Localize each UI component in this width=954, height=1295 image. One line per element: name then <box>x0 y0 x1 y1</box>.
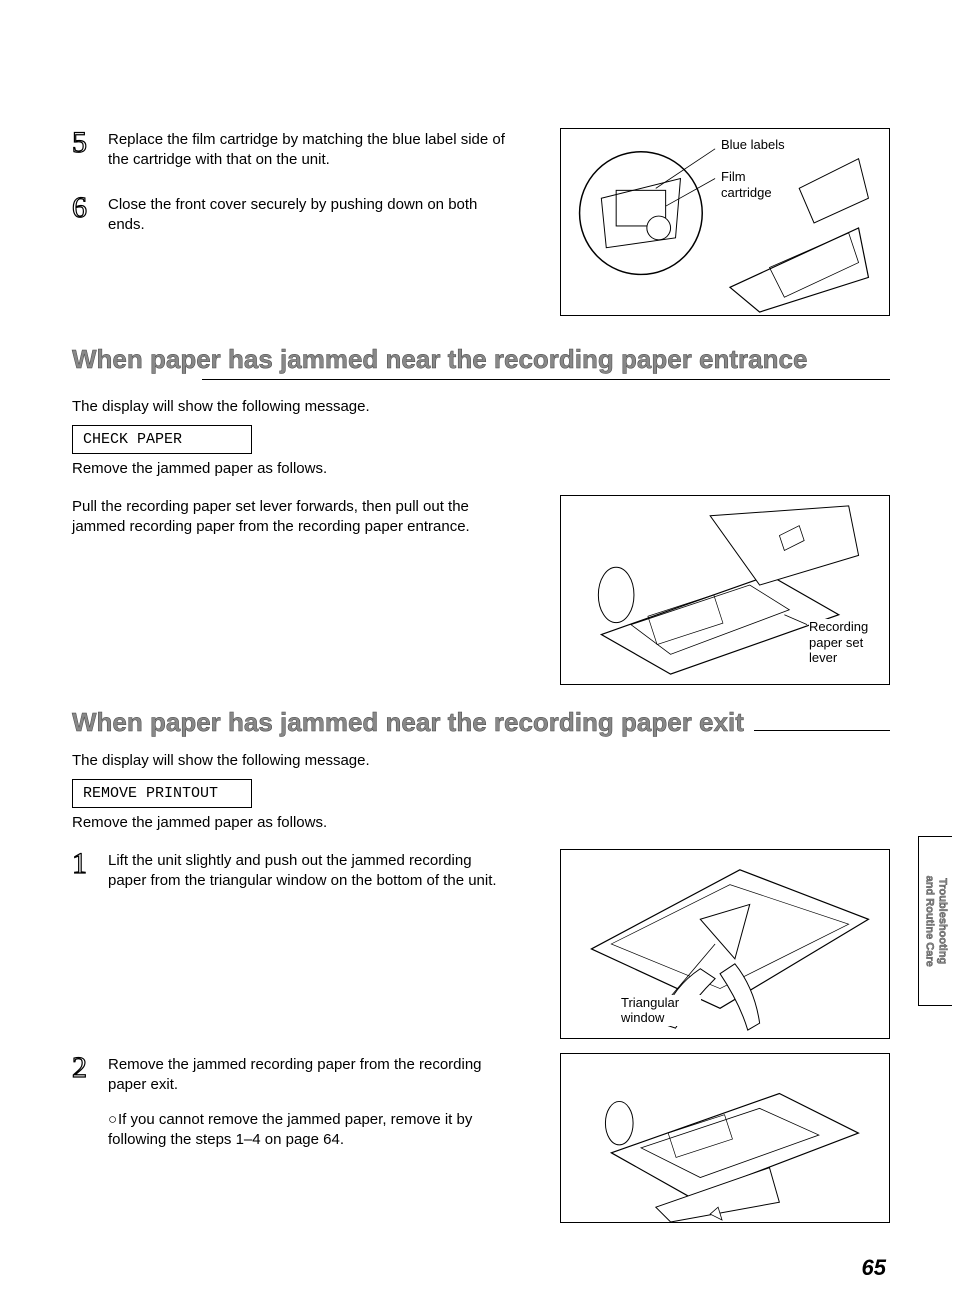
step-text: Replace the film cartridge by matching t… <box>108 128 508 171</box>
side-tab-text: Troubleshooting and Routine Care <box>922 875 948 966</box>
top-steps-col: 5 Replace the film cartridge by matching… <box>72 128 540 247</box>
label-blue: Blue labels <box>721 137 785 153</box>
step-number: 6 <box>72 193 108 223</box>
figure-triangular-window: Triangular window <box>560 849 890 1039</box>
page-number: 65 <box>862 1255 886 1281</box>
exit-intro: The display will show the following mess… <box>72 752 890 769</box>
cartridge-illustration <box>561 129 889 315</box>
entrance-row: Pull the recording paper set lever forwa… <box>72 495 890 685</box>
display-check-paper: CHECK PAPER <box>72 425 252 454</box>
label-window: Triangular window <box>621 995 701 1026</box>
step-6: 6 Close the front cover securely by push… <box>72 193 540 236</box>
step-5: 5 Replace the film cartridge by matching… <box>72 128 540 171</box>
figure-3-col: Triangular window <box>560 849 890 1039</box>
manual-page: 5 Replace the film cartridge by matching… <box>0 0 954 1263</box>
side-tab: Troubleshooting and Routine Care <box>918 836 952 1006</box>
step-number: 5 <box>72 128 108 158</box>
exit-illustration <box>561 1054 889 1222</box>
entrance-note: Remove the jammed paper as follows. <box>72 460 890 477</box>
bullet-icon: ○ <box>108 1110 118 1130</box>
exit-step-1: 1 Lift the unit slightly and push out th… <box>72 849 540 892</box>
exit-step2-col: 2 Remove the jammed recording paper from… <box>72 1053 540 1150</box>
step-text: Lift the unit slightly and push out the … <box>108 849 508 892</box>
heading-rule <box>754 730 890 731</box>
entrance-intro: The display will show the following mess… <box>72 398 890 415</box>
step-text: Close the front cover securely by pushin… <box>108 193 508 236</box>
step-number: 1 <box>72 849 108 879</box>
heading-rule <box>202 379 890 380</box>
heading-exit: When paper has jammed near the recording… <box>72 707 890 738</box>
figure-2-col: Recording paper set lever <box>560 495 890 685</box>
top-section: 5 Replace the film cartridge by matching… <box>72 128 890 316</box>
label-cartridge: Film cartridge <box>721 169 781 200</box>
exit-step1-col: 1 Lift the unit slightly and push out th… <box>72 849 540 904</box>
heading-text: When paper has jammed near the recording… <box>72 344 807 375</box>
figure-cartridge: Blue labels Film cartridge <box>560 128 890 316</box>
figure-lever: Recording paper set lever <box>560 495 890 685</box>
entrance-text-col: Pull the recording paper set lever forwa… <box>72 495 540 538</box>
sub-note-text: If you cannot remove the jammed paper, r… <box>108 1111 472 1148</box>
display-remove-printout: REMOVE PRINTOUT <box>72 779 252 808</box>
figure-paper-exit <box>560 1053 890 1223</box>
step-number: 2 <box>72 1053 108 1083</box>
exit-step2-row: 2 Remove the jammed recording paper from… <box>72 1053 890 1223</box>
exit-step1-row: 1 Lift the unit slightly and push out th… <box>72 849 890 1039</box>
entrance-instruction: Pull the recording paper set lever forwa… <box>72 495 492 538</box>
side-tab-line1: Troubleshooting <box>937 878 949 964</box>
window-illustration <box>561 850 889 1038</box>
side-tab-line2: and Routine Care <box>924 875 936 966</box>
label-lever: Recording paper set lever <box>809 619 881 666</box>
figure-1-col: Blue labels Film cartridge <box>560 128 890 316</box>
exit-sub-note: ○If you cannot remove the jammed paper, … <box>108 1110 498 1151</box>
step-text: Remove the jammed recording paper from t… <box>108 1053 508 1096</box>
heading-text: When paper has jammed near the recording… <box>72 707 744 738</box>
exit-step-2: 2 Remove the jammed recording paper from… <box>72 1053 540 1096</box>
heading-entrance: When paper has jammed near the recording… <box>72 344 890 375</box>
exit-note: Remove the jammed paper as follows. <box>72 814 890 831</box>
figure-4-col <box>560 1053 890 1223</box>
